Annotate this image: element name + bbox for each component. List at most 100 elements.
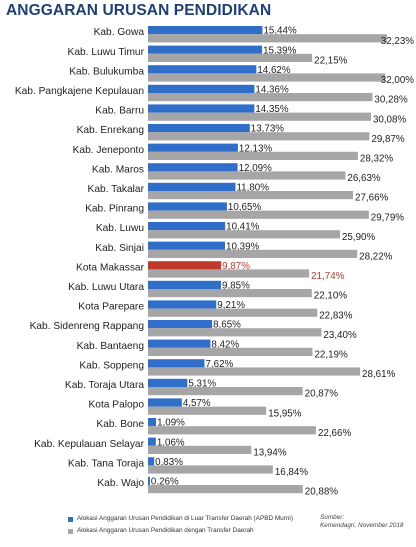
category-label-kab-luwu-timur: Kab. Luwu Timur bbox=[68, 47, 145, 58]
category-label-kota-palopo: Kota Palopo bbox=[88, 400, 144, 411]
value-label-transfer-daerah-kab-bone: 22,66% bbox=[318, 428, 352, 439]
bar-transfer-daerah-kab-barru bbox=[148, 112, 371, 121]
category-label-kab-sinjai: Kab. Sinjai bbox=[95, 243, 144, 254]
bar-apbd-murni-kab-luwu-utara bbox=[148, 280, 222, 289]
category-label-kab-takalar: Kab. Takalar bbox=[88, 184, 145, 195]
value-label-transfer-daerah-kota-makassar: 21,74% bbox=[311, 271, 345, 282]
bar-transfer-daerah-kota-makassar bbox=[148, 269, 310, 278]
bar-apbd-murni-kab-sinjai bbox=[148, 241, 226, 250]
bar-apbd-murni-kab-jeneponto bbox=[148, 143, 238, 152]
bar-apbd-murni-kab-toraja-utara bbox=[148, 378, 188, 387]
bar-transfer-daerah-kab-luwu bbox=[148, 230, 340, 239]
bar-transfer-daerah-kab-bantaeng bbox=[148, 347, 313, 356]
bar-transfer-daerah-kab-bulukumba bbox=[148, 73, 386, 82]
source-note: Sumber: Kemendagri, November 2018 bbox=[320, 514, 403, 530]
value-label-transfer-daerah-kab-gowa: 32,23% bbox=[381, 36, 415, 47]
bar-transfer-daerah-kab-jeneponto bbox=[148, 151, 358, 160]
bar-transfer-daerah-kab-pangkajene-kepulauan bbox=[148, 93, 373, 102]
value-label-apbd-murni-kab-takalar: 11,80% bbox=[236, 183, 269, 194]
value-label-transfer-daerah-kab-pinrang: 29,79% bbox=[371, 212, 405, 223]
value-label-transfer-daerah-kab-wajo: 20,88% bbox=[305, 487, 339, 498]
value-label-apbd-murni-kab-soppeng: 7,62% bbox=[205, 359, 233, 370]
value-label-transfer-daerah-kab-toraja-utara: 20,87% bbox=[305, 389, 339, 400]
value-label-transfer-daerah-kab-luwu-timur: 22,15% bbox=[314, 56, 348, 67]
bar-apbd-murni-kab-bantaeng bbox=[148, 339, 211, 348]
bar-apbd-murni-kab-takalar bbox=[148, 182, 236, 191]
category-label-kab-luwu: Kab. Luwu bbox=[96, 223, 144, 234]
value-label-apbd-murni-kab-tana-toraja: 0,83% bbox=[155, 457, 183, 468]
source-heading: Sumber: bbox=[320, 514, 345, 521]
category-label-kab-enrekang: Kab. Enrekang bbox=[77, 125, 145, 136]
bar-transfer-daerah-kab-maros bbox=[148, 171, 346, 180]
legend-swatch-gray bbox=[68, 528, 73, 534]
bar-transfer-daerah-kab-enrekang bbox=[148, 132, 370, 141]
category-label-kab-jeneponto: Kab. Jeneponto bbox=[73, 145, 145, 156]
bar-transfer-daerah-kab-luwu-timur bbox=[148, 53, 313, 62]
bar-apbd-murni-kota-parepare bbox=[148, 300, 217, 309]
value-label-apbd-murni-kab-toraja-utara: 5,31% bbox=[188, 379, 216, 390]
legend-swatch-blue bbox=[68, 516, 73, 522]
value-label-apbd-murni-kab-luwu-utara: 9,85% bbox=[222, 281, 250, 292]
bar-apbd-murni-kab-wajo bbox=[148, 476, 150, 485]
category-label-kab-toraja-utara: Kab. Toraja Utara bbox=[65, 380, 144, 391]
value-label-transfer-daerah-kota-palopo: 15,95% bbox=[268, 408, 302, 419]
bar-apbd-murni-kab-barru bbox=[148, 104, 255, 113]
bar-apbd-murni-kota-makassar bbox=[148, 261, 222, 270]
category-label-kab-kepulauan-selayar: Kab. Kepulauan Selayar bbox=[34, 439, 144, 450]
value-label-apbd-murni-kab-sinjai: 10,39% bbox=[226, 241, 260, 252]
source-text: Kemendagri, November 2018 bbox=[320, 522, 404, 529]
category-label-kab-luwu-utara: Kab. Luwu Utara bbox=[68, 282, 144, 293]
value-label-apbd-murni-kab-pinrang: 10,65% bbox=[228, 202, 262, 213]
value-label-apbd-murni-kab-kepulauan-selayar: 1,06% bbox=[157, 437, 185, 448]
category-label-kab-bantaeng: Kab. Bantaeng bbox=[77, 341, 145, 352]
bar-apbd-murni-kab-sidenreng-rappang bbox=[148, 320, 213, 329]
value-label-transfer-daerah-kab-soppeng: 28,61% bbox=[362, 369, 396, 380]
bar-transfer-daerah-kab-kepulauan-selayar bbox=[148, 445, 252, 454]
category-label-kab-tana-toraja: Kab. Tana Toraja bbox=[68, 458, 144, 469]
category-label-kab-bulukumba: Kab. Bulukumba bbox=[69, 66, 144, 77]
value-label-transfer-daerah-kab-luwu-utara: 22,10% bbox=[314, 291, 348, 302]
value-label-transfer-daerah-kab-barru: 30,08% bbox=[373, 114, 407, 125]
value-label-transfer-daerah-kab-bulukumba: 32,00% bbox=[381, 75, 415, 86]
value-label-apbd-murni-kab-maros: 12,09% bbox=[239, 163, 273, 174]
bar-transfer-daerah-kab-toraja-utara bbox=[148, 387, 303, 396]
bar-apbd-murni-kab-pinrang bbox=[148, 202, 227, 211]
value-label-transfer-daerah-kab-enrekang: 29,87% bbox=[371, 134, 405, 145]
value-label-transfer-daerah-kab-jeneponto: 28,32% bbox=[360, 154, 394, 165]
value-label-transfer-daerah-kota-parepare: 22,83% bbox=[319, 310, 353, 321]
value-label-apbd-murni-kab-bone: 1,09% bbox=[157, 418, 185, 429]
bar-apbd-murni-kab-maros bbox=[148, 163, 238, 172]
category-label-kab-barru: Kab. Barru bbox=[95, 106, 144, 117]
bar-apbd-murni-kab-luwu-timur bbox=[148, 45, 263, 54]
value-label-apbd-murni-kab-pangkajene-kepulauan: 14,36% bbox=[255, 85, 289, 96]
value-label-apbd-murni-kab-gowa: 15,44% bbox=[263, 26, 297, 37]
bar-chart: Kab. Gowa 15,44% 32,23% Kab. Luwu Timur 15,3… bbox=[15, 26, 415, 498]
bar-apbd-murni-kab-bulukumba bbox=[148, 65, 257, 74]
bar-transfer-daerah-kota-parepare bbox=[148, 308, 318, 317]
bar-apbd-murni-kab-bone bbox=[148, 418, 157, 427]
legend-label-transfer-daerah: Alokasi Anggaran Urusan Pendidikan denga… bbox=[77, 527, 254, 534]
category-label-kab-gowa: Kab. Gowa bbox=[94, 27, 145, 38]
category-label-kab-pinrang: Kab. Pinrang bbox=[85, 204, 144, 215]
value-label-transfer-daerah-kab-pangkajene-kepulauan: 30,28% bbox=[374, 95, 408, 106]
value-label-transfer-daerah-kab-tana-toraja: 16,84% bbox=[275, 467, 309, 478]
category-label-kab-wajo: Kab. Wajo bbox=[97, 478, 144, 489]
legend: Alokasi Anggaran Urusan Pendidikan di Lu… bbox=[68, 513, 293, 537]
category-label-kab-pangkajene-kepulauan: Kab. Pangkajene Kepulauan bbox=[15, 86, 144, 97]
bar-transfer-daerah-kab-soppeng bbox=[148, 367, 361, 376]
bar-apbd-murni-kab-luwu bbox=[148, 222, 226, 231]
category-label-kab-sidenreng-rappang: Kab. Sidenreng Rappang bbox=[30, 321, 145, 332]
legend-item-apbd-murni: Alokasi Anggaran Urusan Pendidikan di Lu… bbox=[68, 513, 293, 525]
value-label-apbd-murni-kab-barru: 14,35% bbox=[255, 104, 289, 115]
category-label-kab-soppeng: Kab. Soppeng bbox=[79, 360, 144, 371]
value-label-apbd-murni-kab-enrekang: 13,73% bbox=[251, 124, 285, 135]
value-label-transfer-daerah-kab-sidenreng-rappang: 23,40% bbox=[323, 330, 357, 341]
value-label-transfer-daerah-kab-luwu: 25,90% bbox=[342, 232, 376, 243]
category-label-kota-makassar: Kota Makassar bbox=[76, 262, 145, 273]
value-label-apbd-murni-kab-bantaeng: 8,42% bbox=[211, 339, 239, 350]
bar-transfer-daerah-kab-sidenreng-rappang bbox=[148, 328, 322, 337]
bar-transfer-daerah-kab-tana-toraja bbox=[148, 465, 273, 474]
bar-apbd-murni-kab-pangkajene-kepulauan bbox=[148, 84, 255, 93]
category-label-kab-maros: Kab. Maros bbox=[92, 164, 144, 175]
value-label-apbd-murni-kab-jeneponto: 12,13% bbox=[239, 143, 273, 154]
